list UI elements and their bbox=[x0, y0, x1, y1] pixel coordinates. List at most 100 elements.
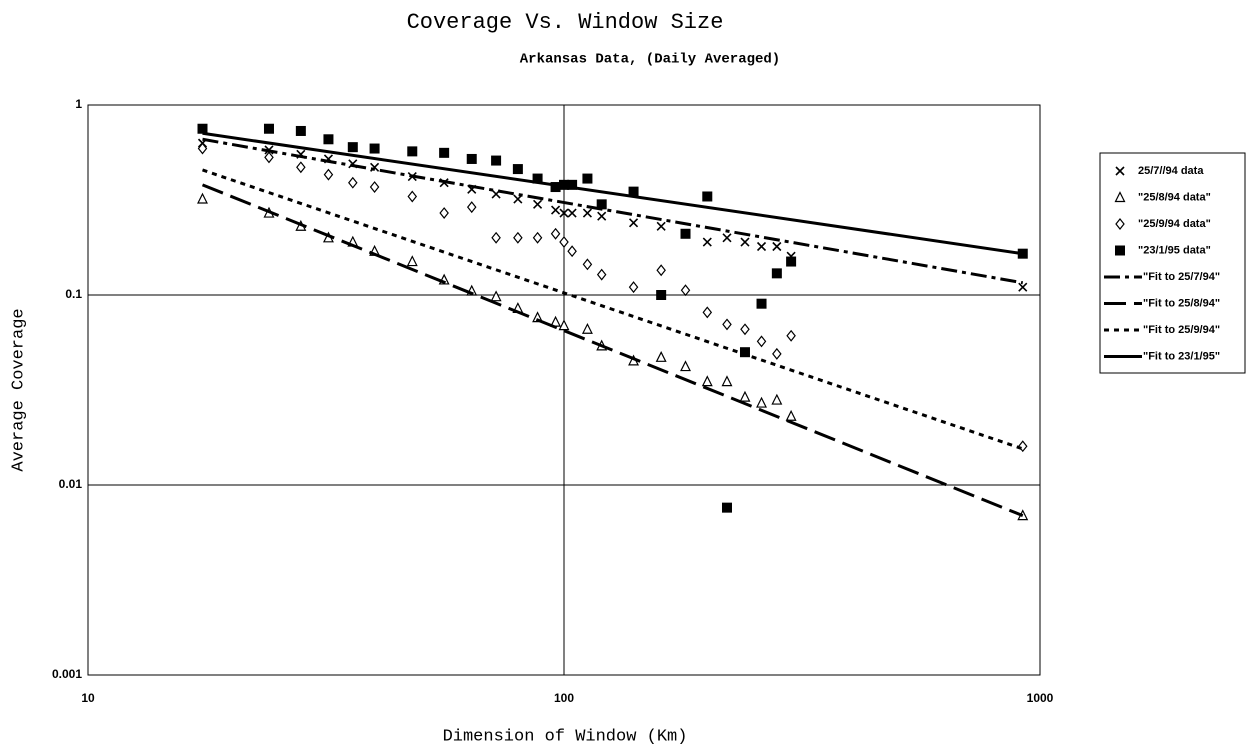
marker-square bbox=[756, 298, 767, 309]
marker-diamond bbox=[197, 142, 208, 155]
marker-diamond bbox=[656, 264, 666, 277]
legend-label: "23/1/95 data" bbox=[1138, 244, 1211, 256]
marker-diamond bbox=[722, 318, 732, 331]
marker-cross bbox=[1018, 282, 1028, 292]
y-tick-label: 0.1 bbox=[65, 287, 82, 301]
legend-label: "Fit to 25/8/94" bbox=[1143, 297, 1220, 309]
fit-line bbox=[202, 131, 1023, 256]
marker-square bbox=[347, 142, 358, 153]
marker-diamond bbox=[466, 201, 477, 214]
marker-diamond bbox=[559, 236, 569, 248]
marker-square bbox=[295, 125, 306, 136]
marker-diamond bbox=[772, 347, 782, 360]
marker-diamond bbox=[407, 190, 418, 203]
marker-triangle bbox=[721, 375, 733, 387]
marker-diamond bbox=[323, 168, 334, 181]
marker-square bbox=[369, 143, 380, 154]
marker-diamond bbox=[264, 151, 274, 164]
marker-triangle bbox=[756, 396, 767, 408]
marker-triangle bbox=[558, 319, 570, 331]
marker-triangle bbox=[701, 375, 713, 387]
legend-label: "Fit to 25/7/94" bbox=[1143, 271, 1220, 283]
marker-cross bbox=[533, 199, 543, 209]
marker-cross bbox=[550, 205, 561, 215]
marker-diamond bbox=[439, 207, 449, 220]
marker-square bbox=[407, 146, 418, 157]
marker-diamond bbox=[1115, 218, 1125, 230]
marker-diamond bbox=[491, 231, 501, 244]
marker-cross bbox=[597, 211, 607, 221]
marker-square bbox=[656, 290, 667, 300]
marker-square bbox=[550, 182, 561, 193]
chart-title: Coverage Vs. Window Size bbox=[407, 10, 724, 35]
marker-diamond bbox=[756, 335, 767, 348]
marker-diamond bbox=[369, 181, 380, 194]
marker-square bbox=[739, 347, 750, 358]
fit-line bbox=[202, 137, 1024, 285]
marker-diamond bbox=[1017, 440, 1028, 453]
marker-diamond bbox=[702, 306, 713, 319]
marker-square bbox=[582, 173, 593, 184]
marker-cross bbox=[1115, 166, 1125, 176]
marker-square bbox=[702, 191, 713, 202]
marker-square bbox=[721, 502, 732, 513]
x-axis-label: Dimension of Window (Km) bbox=[443, 727, 688, 746]
marker-square bbox=[628, 186, 639, 197]
marker-square bbox=[439, 147, 450, 158]
marker-triangle bbox=[680, 360, 691, 372]
x-tick-label: 1000 bbox=[1027, 691, 1054, 705]
legend-label: "Fit to 23/1/95" bbox=[1143, 350, 1220, 362]
legend-box bbox=[1099, 152, 1246, 374]
marker-triangle bbox=[1114, 191, 1126, 203]
legend-label: "Fit to 25/9/94" bbox=[1143, 324, 1220, 336]
marker-diamond bbox=[567, 245, 577, 258]
marker-square bbox=[466, 153, 477, 164]
marker-square bbox=[512, 164, 523, 175]
chart-subtitle: Arkansas Data, (Daily Averaged) bbox=[520, 52, 780, 68]
marker-cross bbox=[740, 237, 750, 247]
marker-diamond bbox=[582, 258, 593, 271]
marker-triangle bbox=[406, 255, 418, 267]
marker-diamond bbox=[786, 329, 796, 342]
marker-square bbox=[491, 155, 502, 166]
marker-triangle bbox=[655, 350, 667, 362]
marker-triangle bbox=[771, 393, 783, 405]
marker-square bbox=[567, 179, 578, 190]
marker-diamond bbox=[296, 161, 306, 174]
marker-square bbox=[680, 228, 691, 239]
x-tick-label: 10 bbox=[81, 691, 95, 705]
marker-diamond bbox=[532, 231, 543, 244]
marker-cross bbox=[656, 221, 666, 231]
marker-cross bbox=[702, 237, 712, 247]
marker-diamond bbox=[348, 176, 358, 189]
fit-line bbox=[201, 183, 1024, 518]
marker-square bbox=[596, 199, 607, 210]
x-tick-label: 100 bbox=[554, 691, 574, 705]
legend-label: "25/8/94 data" bbox=[1138, 191, 1211, 203]
marker-triangle bbox=[785, 409, 797, 421]
marker-triangle bbox=[197, 192, 208, 204]
marker-square bbox=[786, 256, 797, 267]
marker-cross bbox=[567, 208, 577, 218]
marker-square bbox=[771, 268, 782, 279]
marker-triangle bbox=[739, 390, 751, 402]
y-tick-label: 1 bbox=[75, 97, 82, 111]
marker-square bbox=[1115, 245, 1125, 256]
marker-diamond bbox=[550, 227, 561, 240]
marker-square bbox=[263, 123, 274, 134]
marker-cross bbox=[756, 241, 767, 252]
marker-diamond bbox=[628, 281, 639, 294]
marker-cross bbox=[582, 208, 592, 218]
legend-label: 25/7//94 data bbox=[1138, 165, 1204, 177]
marker-square bbox=[532, 173, 543, 184]
marker-diamond bbox=[740, 323, 750, 336]
fit-line bbox=[202, 168, 1024, 451]
y-axis-label: Average Coverage bbox=[9, 308, 28, 471]
marker-cross bbox=[772, 241, 782, 252]
marker-cross bbox=[722, 233, 732, 243]
marker-diamond bbox=[596, 268, 607, 281]
marker-square bbox=[197, 123, 208, 134]
marker-triangle bbox=[581, 322, 593, 334]
y-tick-label: 0.01 bbox=[59, 477, 83, 491]
